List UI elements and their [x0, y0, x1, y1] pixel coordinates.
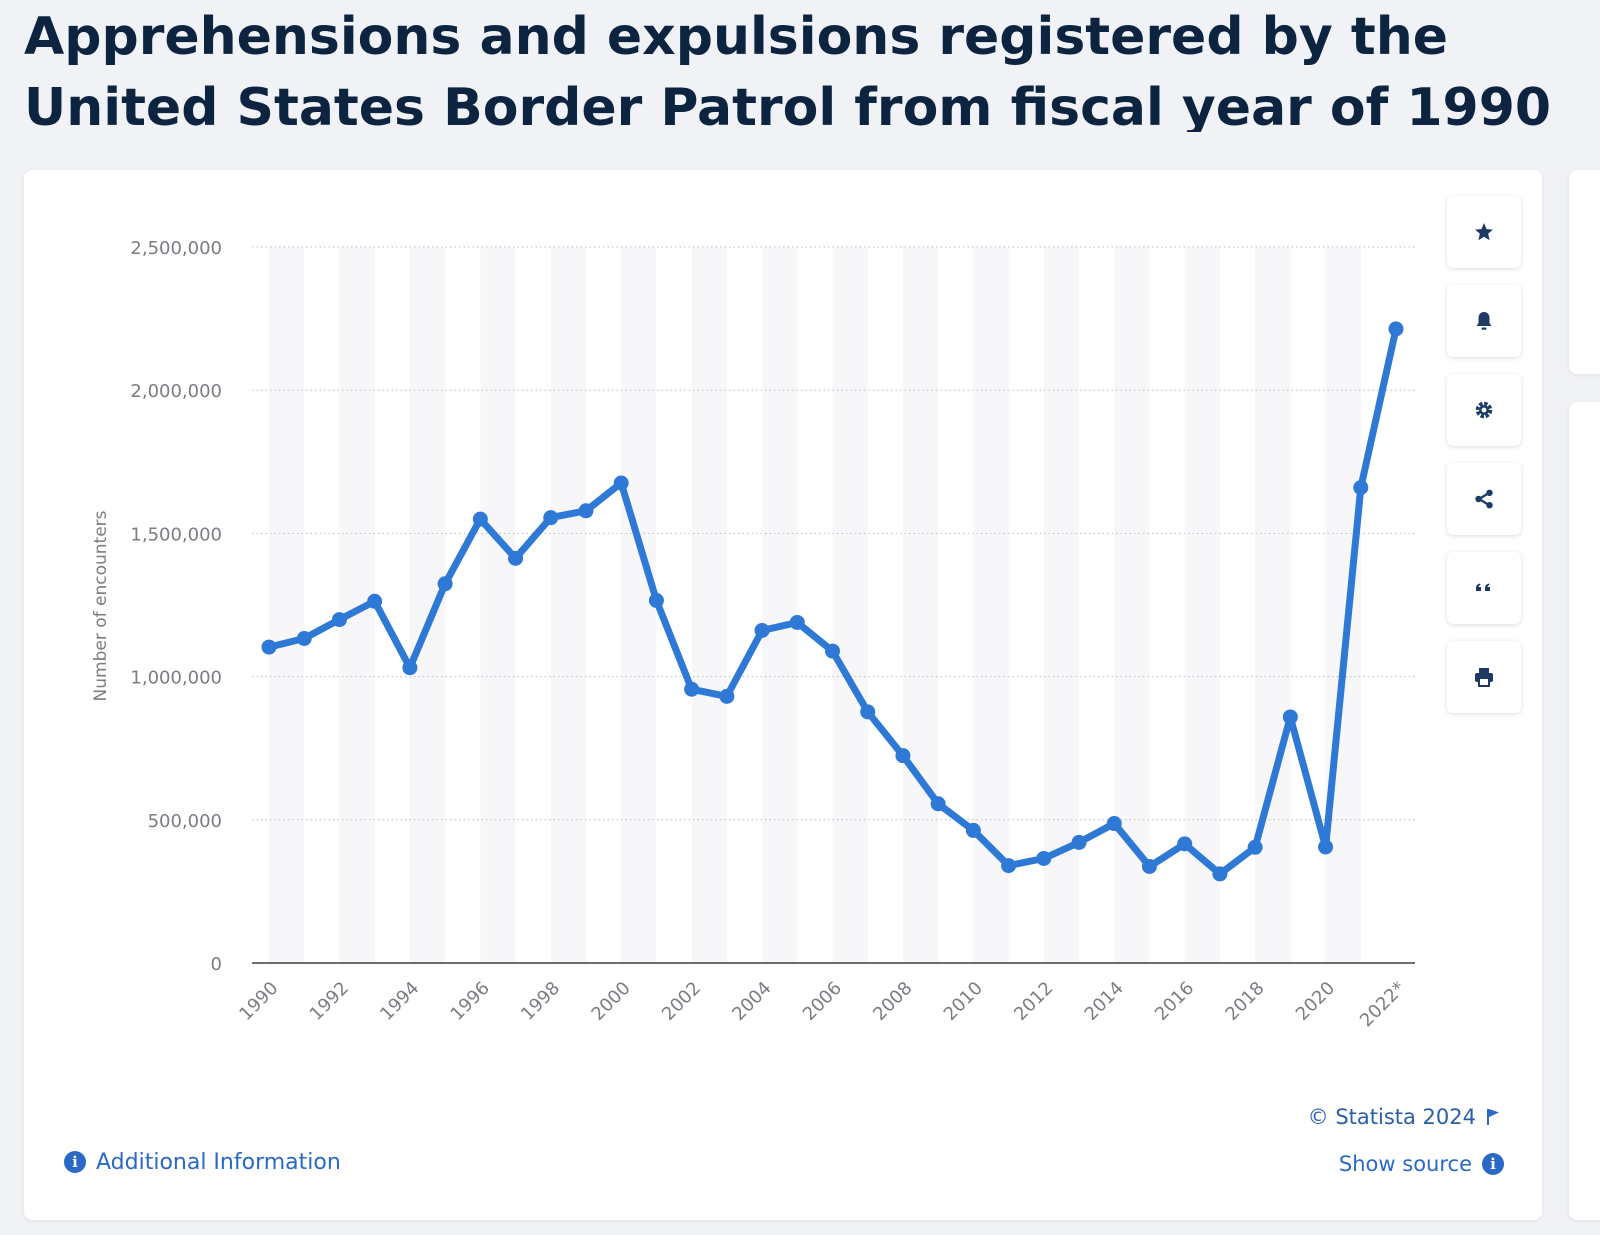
info-icon: i — [64, 1151, 86, 1173]
x-tick-label: 2006 — [799, 978, 846, 1025]
x-tick-label: 2018 — [1221, 978, 1268, 1025]
y-tick-label: 2,500,000 — [130, 238, 222, 259]
column-band — [269, 247, 305, 963]
data-point — [1282, 709, 1298, 725]
data-point — [1388, 321, 1404, 337]
data-point — [1212, 866, 1228, 882]
notification-button[interactable] — [1447, 285, 1521, 357]
y-tick-label: 2,000,000 — [130, 381, 222, 402]
x-tick-label: 2002 — [658, 978, 705, 1025]
data-point — [296, 631, 312, 647]
data-point — [860, 704, 876, 720]
data-point — [895, 748, 911, 764]
favorite-button[interactable] — [1447, 196, 1521, 268]
column-band — [1255, 247, 1291, 963]
copyright-credit[interactable]: © Statista 2024 — [1290, 1102, 1500, 1132]
side-panel-card — [1569, 170, 1600, 374]
column-band — [1325, 247, 1361, 963]
x-tick-label: 1998 — [517, 978, 564, 1025]
data-point — [367, 593, 383, 609]
x-tick-label: 2012 — [1010, 978, 1057, 1025]
quote-icon — [1476, 583, 1490, 591]
chart-toolbar — [1447, 196, 1521, 730]
data-point — [1001, 858, 1017, 874]
show-source-link[interactable]: Show source i — [1300, 1148, 1504, 1180]
settings-button[interactable] — [1447, 374, 1521, 446]
data-point — [1247, 839, 1263, 855]
column-band — [832, 247, 868, 963]
data-point — [1353, 480, 1369, 496]
data-point — [1318, 839, 1334, 855]
y-axis-label: Number of encounters — [91, 510, 111, 701]
x-tick-label: 2004 — [728, 978, 775, 1025]
data-point — [754, 622, 770, 638]
credit-text: © Statista 2024 — [1307, 1105, 1476, 1129]
x-tick-label: 2022* — [1356, 978, 1410, 1032]
data-point — [648, 592, 664, 608]
x-tick-label: 1996 — [447, 978, 494, 1025]
additional-information-label: Additional Information — [96, 1149, 341, 1175]
printer-icon — [1475, 668, 1493, 687]
x-tick-label: 1994 — [376, 978, 423, 1025]
column-band — [480, 247, 516, 963]
data-point — [965, 822, 981, 838]
additional-information-link[interactable]: i Additional Information — [64, 1146, 384, 1178]
page-title: Apprehensions and expulsions registered … — [24, 7, 1552, 132]
data-point — [437, 576, 453, 592]
data-point — [930, 796, 946, 812]
column-band — [902, 247, 939, 963]
x-tick-label: 2016 — [1151, 978, 1198, 1025]
data-point — [543, 510, 559, 526]
y-tick-label: 500,000 — [148, 811, 222, 832]
data-point — [719, 688, 735, 704]
x-tick-label: 1992 — [306, 978, 353, 1025]
data-point — [1036, 850, 1052, 866]
gear-icon — [1475, 401, 1493, 419]
data-point — [613, 475, 629, 491]
column-band — [762, 247, 798, 963]
data-point — [825, 643, 840, 659]
data-point — [261, 639, 277, 655]
y-tick-label: 0 — [211, 954, 222, 975]
x-tick-label: 2020 — [1292, 978, 1339, 1025]
x-tick-label: 2008 — [869, 978, 916, 1025]
flag-icon — [1487, 1109, 1499, 1125]
bell-icon — [1476, 312, 1492, 330]
data-point — [1141, 858, 1157, 874]
data-point — [1071, 834, 1087, 850]
column-band — [550, 247, 586, 963]
x-tick-label: 2010 — [940, 978, 987, 1025]
data-point — [789, 614, 805, 630]
data-point — [402, 660, 418, 676]
data-point — [331, 612, 347, 628]
star-icon — [1475, 223, 1493, 241]
cite-button[interactable] — [1447, 552, 1521, 624]
y-tick-label: 1,500,000 — [130, 524, 222, 545]
data-point — [1106, 816, 1122, 832]
print-button[interactable] — [1447, 641, 1521, 713]
data-point — [684, 681, 700, 697]
data-point — [508, 550, 524, 566]
data-point — [578, 503, 594, 519]
y-tick-label: 1,000,000 — [130, 668, 222, 689]
info-icon: i — [1482, 1153, 1504, 1175]
column-band — [691, 247, 727, 963]
data-point — [472, 511, 488, 527]
data-point — [1177, 836, 1193, 852]
x-tick-label: 2000 — [587, 978, 634, 1025]
side-panel-card — [1569, 402, 1600, 1220]
show-source-label: Show source — [1338, 1152, 1472, 1176]
x-tick-label: 1990 — [235, 978, 282, 1025]
share-icon — [1475, 489, 1493, 509]
share-button[interactable] — [1447, 463, 1521, 535]
x-tick-label: 2014 — [1081, 978, 1128, 1025]
